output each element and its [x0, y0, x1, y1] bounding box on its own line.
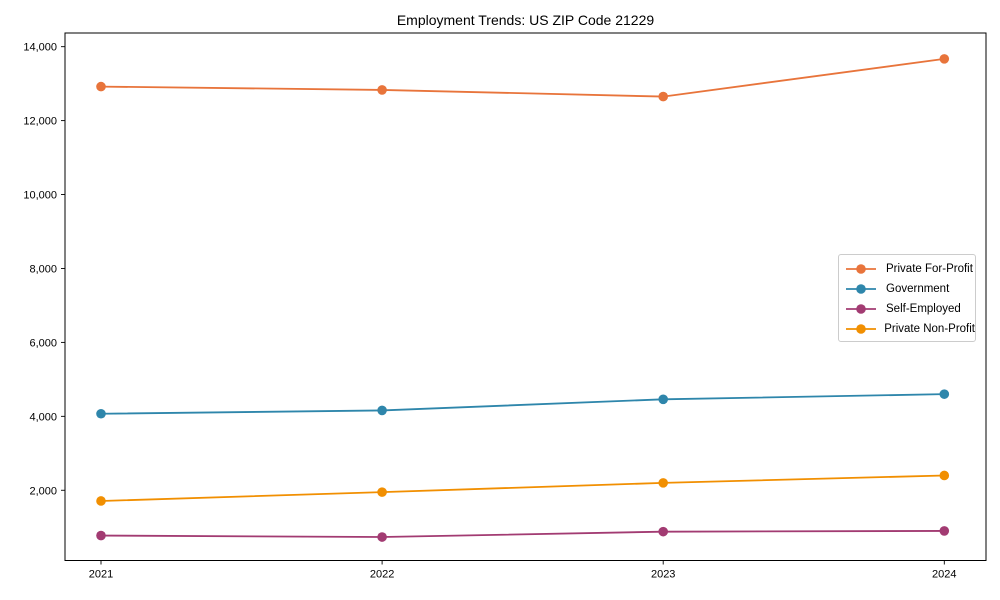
y-axis-tick-label: 4,000 [29, 411, 57, 423]
data-point-marker [377, 487, 387, 497]
y-axis-tick-label: 14,000 [23, 42, 57, 54]
series-line [100, 393, 945, 415]
data-point-marker [377, 405, 387, 416]
data-point-marker [377, 532, 387, 542]
data-point-marker [658, 394, 668, 405]
legend-item-label: Private For-Profit [886, 263, 973, 275]
data-point-marker [939, 526, 950, 536]
x-axis-tick-label: 2021 [89, 569, 113, 581]
data-point-marker [658, 91, 668, 102]
legend-marker-icon [846, 264, 876, 274]
data-point-marker [939, 389, 950, 399]
data-point-marker [658, 526, 668, 537]
y-axis-tick-label: 6,000 [29, 337, 57, 349]
series-line [100, 474, 945, 502]
y-axis-tick-label: 12,000 [23, 116, 57, 128]
legend-item-label: Government [886, 283, 950, 295]
legend-marker-icon [846, 324, 876, 334]
data-point-marker [939, 470, 950, 481]
chart-title: Employment Trends: US ZIP Code 21229 [396, 12, 655, 28]
legend-item: Private For-Profit [845, 259, 975, 279]
legend-item: Private Non-Profit [845, 319, 975, 339]
x-axis-tick-label: 2022 [370, 569, 394, 581]
legend-marker-icon [846, 284, 876, 294]
y-axis-tick-label: 10,000 [23, 190, 57, 202]
y-axis-tick-label: 8,000 [29, 263, 57, 275]
y-axis-tick-label: 2,000 [29, 485, 57, 497]
legend-item: Government [845, 279, 975, 299]
chart-frame [64, 32, 987, 561]
x-axis-tick-label: 2023 [651, 569, 675, 581]
legend-item: Self-Employed [845, 299, 975, 319]
legend-item-label: Self-Employed [886, 303, 961, 315]
data-point-marker [96, 530, 106, 541]
data-point-marker [96, 496, 106, 506]
data-point-marker [658, 478, 668, 488]
legend-marker-icon [846, 304, 876, 314]
data-point-marker [377, 85, 387, 95]
series-line [100, 57, 945, 98]
data-point-marker [96, 408, 106, 419]
series-line [100, 530, 945, 538]
data-point-marker [96, 81, 106, 92]
data-point-marker [939, 54, 950, 64]
legend-item-label: Private Non-Profit [884, 323, 975, 335]
x-axis-tick-label: 2024 [932, 569, 956, 581]
legend: Private For-Profit Government Self-Employe… [838, 254, 976, 342]
